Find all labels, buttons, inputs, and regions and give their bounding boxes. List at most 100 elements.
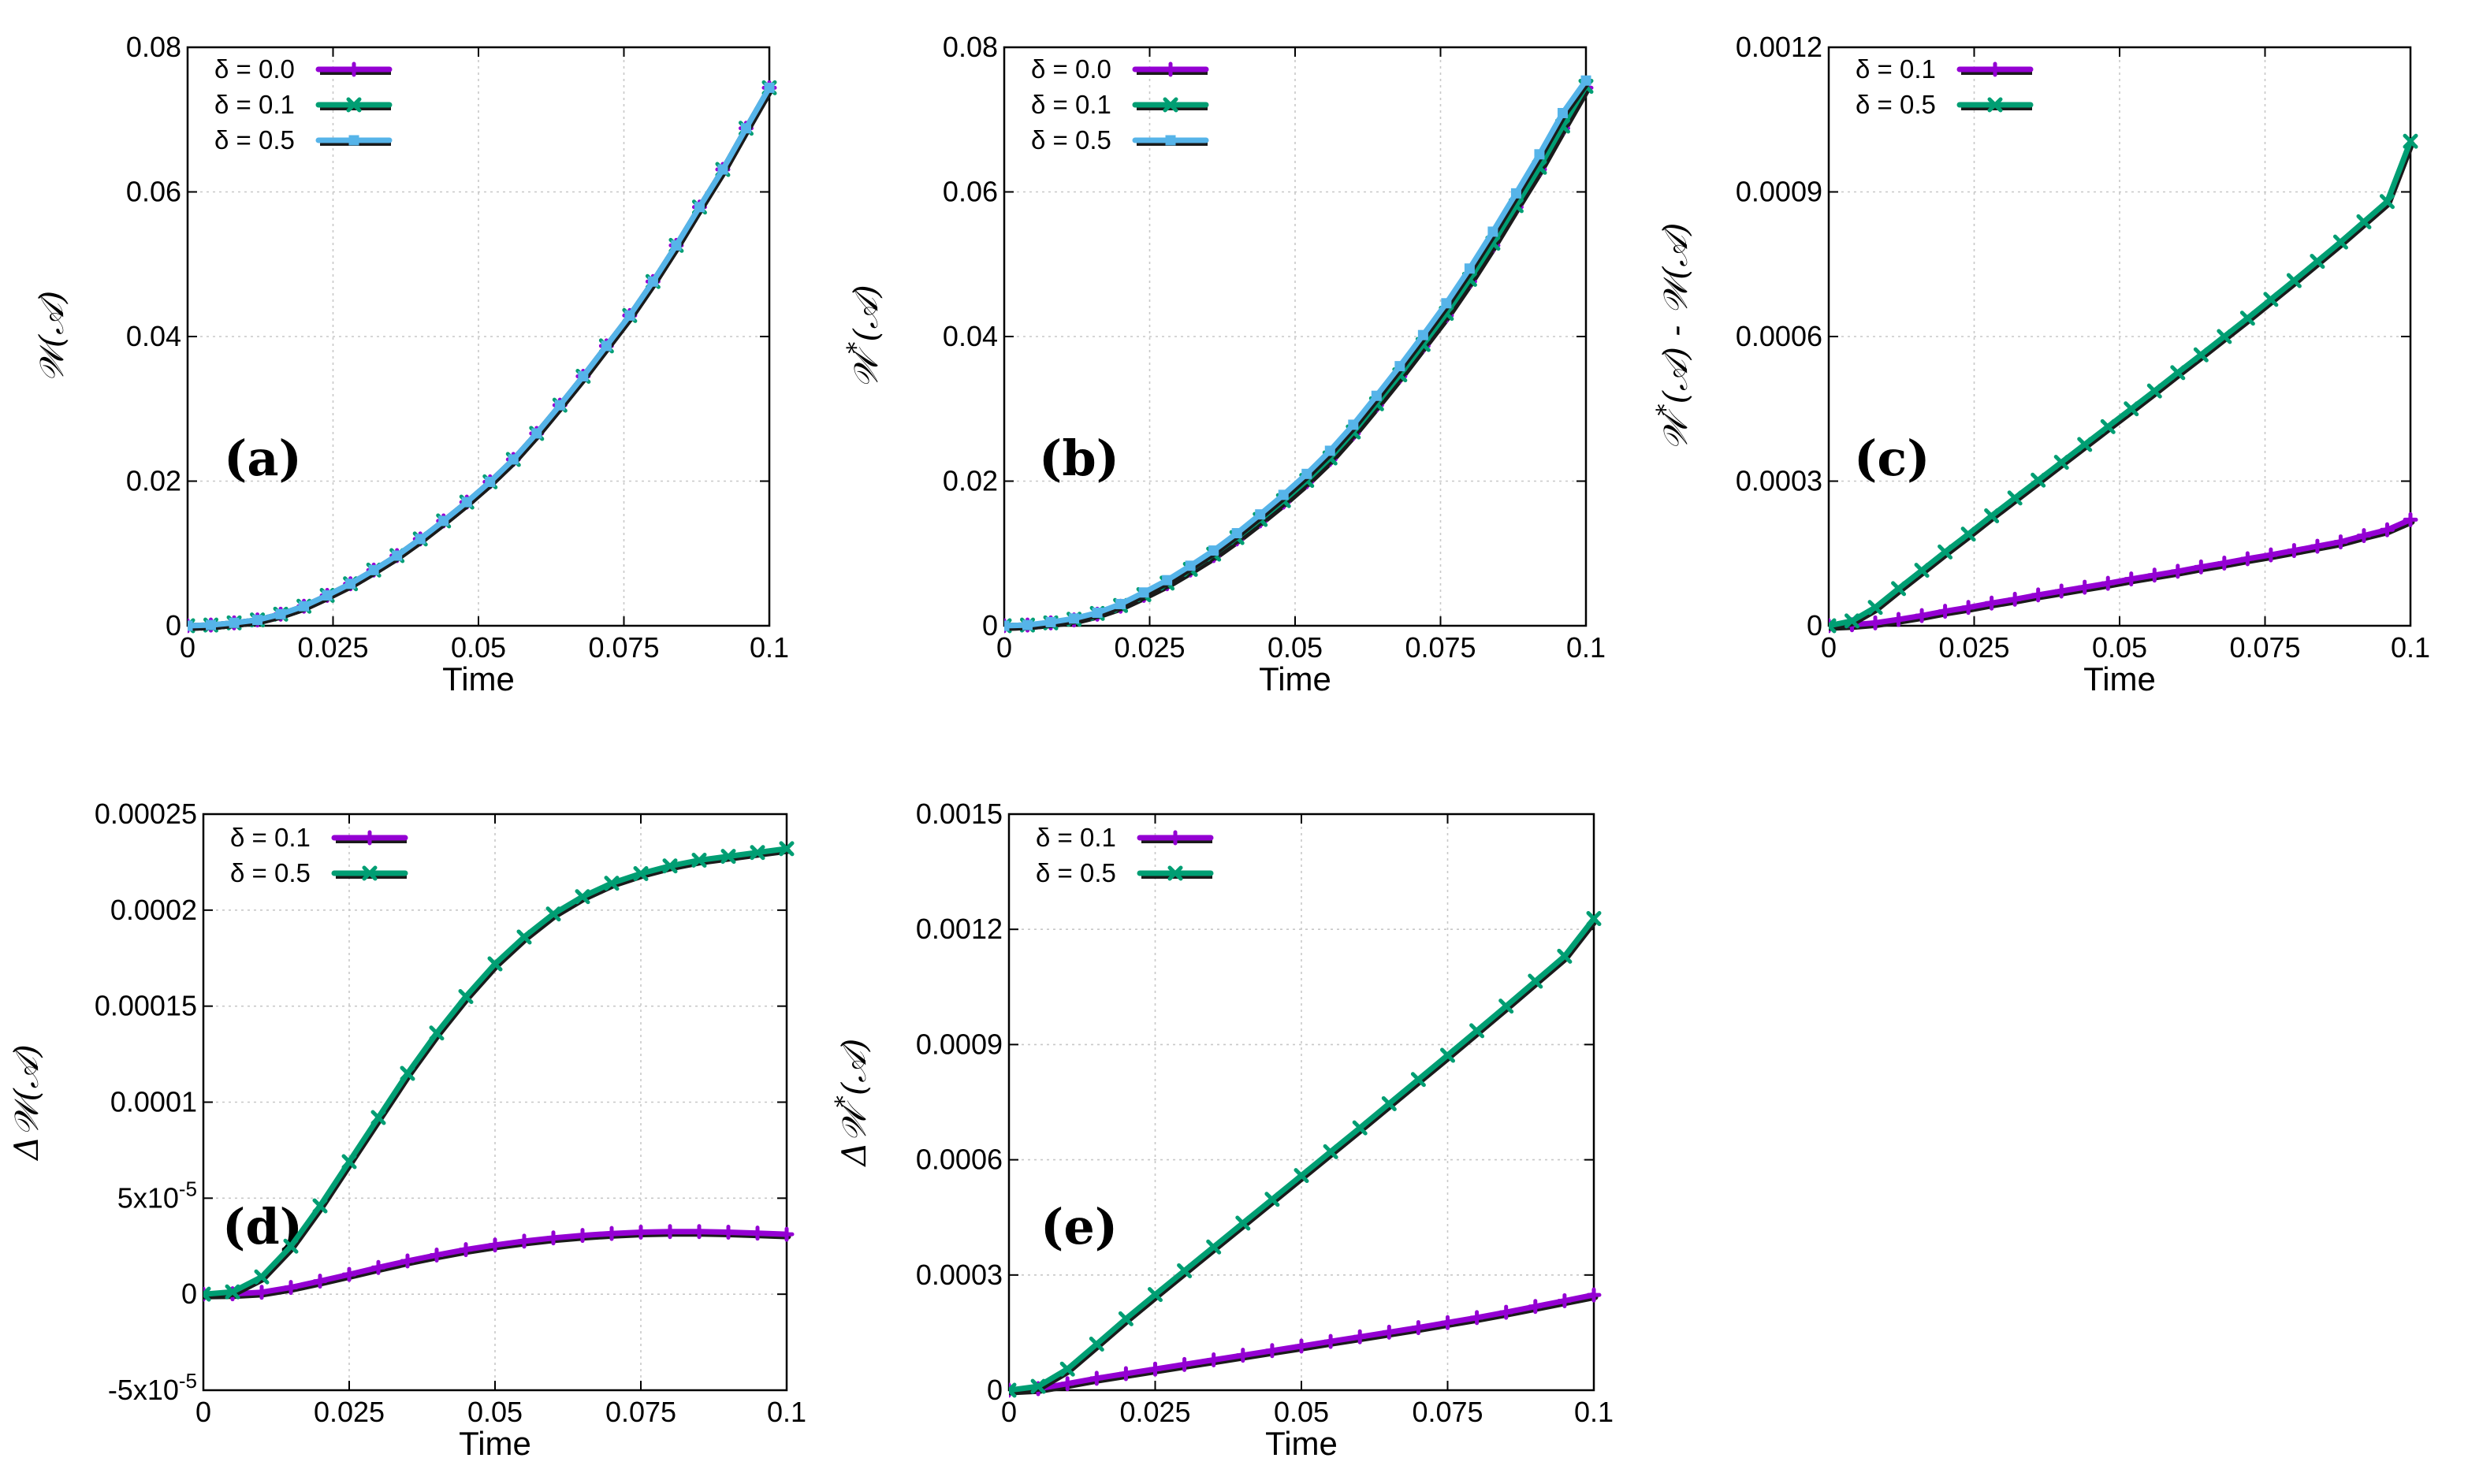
data-point	[1162, 575, 1173, 586]
data-point	[2031, 587, 2046, 603]
data-point	[1059, 1376, 1075, 1392]
data-point	[2403, 133, 2418, 149]
y-axis-title: Δ𝒲(𝒜)	[7, 1044, 46, 1162]
data-point	[1440, 1047, 1455, 1063]
legend-marker	[1163, 97, 1178, 113]
data-point	[1089, 1337, 1104, 1352]
data-point	[1206, 1352, 1222, 1367]
x-tick-label: 0.1	[767, 1396, 806, 1428]
x-tick-label: 0.075	[1412, 1396, 1483, 1428]
data-point	[322, 590, 333, 601]
y-tick-label: 0.0012	[916, 913, 1003, 945]
data-point	[1206, 1239, 1222, 1255]
data-point	[1440, 1315, 1455, 1330]
y-tick-label: 0	[987, 1374, 1003, 1406]
legend-marker	[1167, 830, 1183, 846]
data-point	[720, 1224, 736, 1240]
x-tick-label: 0.05	[451, 631, 506, 664]
data-point	[1469, 1023, 1485, 1039]
data-point	[578, 370, 589, 381]
x-axis-title: Time	[459, 1425, 531, 1462]
plot-frame	[1007, 813, 1595, 1392]
x-tick-label: 0	[180, 631, 195, 664]
data-point	[1301, 468, 1312, 479]
data-point	[2077, 579, 2093, 595]
data-point	[662, 858, 678, 874]
data-point	[225, 1284, 240, 1300]
data-point	[1441, 298, 1452, 309]
x-tick-label: 0.075	[2229, 631, 2300, 664]
data-point	[508, 454, 519, 465]
data-point	[1177, 1263, 1193, 1278]
data-point	[1469, 1310, 1485, 1326]
legend-label: δ = 0.5	[1031, 125, 1111, 154]
data-point	[516, 929, 532, 945]
legend-marker	[348, 135, 359, 146]
data-point	[1009, 1382, 1017, 1398]
data-point	[1417, 329, 1428, 340]
data-point	[2332, 534, 2348, 550]
data-point	[1059, 1361, 1075, 1377]
x-tick-label: 0.1	[2391, 631, 2430, 664]
data-point	[1324, 445, 1335, 456]
data-point	[283, 1280, 299, 1296]
series-shadow-line	[188, 87, 774, 631]
y-tick-label: 0.04	[126, 320, 181, 352]
data-point	[400, 1253, 415, 1269]
x-axis-title: Time	[1259, 660, 1331, 697]
data-point	[1498, 999, 1514, 1014]
series-group	[188, 80, 777, 634]
data-point	[1118, 1366, 1133, 1382]
data-point	[694, 202, 705, 213]
data-point	[1938, 604, 1953, 619]
data-point	[1960, 526, 1976, 542]
data-point	[1410, 1320, 1426, 1336]
panel-b: 0 0.025 0.05 0.075 0.1 0 0.02 0.04 0.06 0.08 Time 𝒲…	[843, 31, 1606, 697]
data-point	[604, 1226, 620, 1241]
legend-label: δ = 0.1	[1031, 90, 1111, 119]
data-point	[1294, 1168, 1309, 1184]
data-point	[203, 1286, 211, 1302]
x-tick-label: 0.05	[1274, 1396, 1329, 1428]
data-point	[717, 164, 728, 175]
x-tick-label: 0.05	[467, 1396, 523, 1428]
y-tick-label: 0.06	[126, 176, 181, 208]
data-point	[1148, 1361, 1163, 1377]
data-point	[283, 1238, 299, 1254]
data-point	[671, 240, 682, 251]
data-point	[2239, 311, 2255, 326]
y-tick-label: 0.0001	[110, 1086, 197, 1118]
data-point	[1294, 1338, 1309, 1354]
data-point	[740, 123, 751, 134]
x-tick-label: 0	[1821, 631, 1837, 664]
data-point	[662, 1224, 678, 1240]
panel-label: (b)	[1039, 430, 1119, 487]
data-point	[487, 1237, 503, 1253]
data-point	[1185, 560, 1196, 571]
data-point	[1231, 528, 1242, 539]
data-point	[1022, 619, 1033, 630]
series-group	[203, 841, 795, 1302]
x-axis-title: Time	[2083, 660, 2156, 697]
y-tick-label: 0.0012	[1736, 31, 1822, 63]
x-tick-label: 0	[996, 631, 1012, 664]
data-point	[1323, 1333, 1338, 1349]
data-point	[633, 866, 649, 882]
data-point	[1410, 1072, 1426, 1088]
data-point	[1464, 263, 1475, 274]
data-point	[1089, 1371, 1104, 1386]
data-point	[1045, 616, 1056, 627]
data-point	[575, 1228, 590, 1244]
data-point	[1487, 226, 1498, 237]
data-point	[1177, 1356, 1193, 1372]
data-point	[1914, 608, 1930, 623]
data-point	[531, 428, 542, 439]
data-point	[750, 1226, 765, 1241]
legend-label: δ = 0.5	[1856, 90, 1936, 119]
x-tick-label: 0.05	[1268, 631, 1323, 664]
data-point	[647, 276, 658, 287]
data-point	[1914, 563, 1930, 578]
series-shadow-line	[1004, 80, 1591, 631]
panel-c: 0 0.025 0.05 0.075 0.1 0 0.0003 0.0006 0.0009 0.0…	[1652, 31, 2431, 697]
data-point	[720, 849, 736, 865]
